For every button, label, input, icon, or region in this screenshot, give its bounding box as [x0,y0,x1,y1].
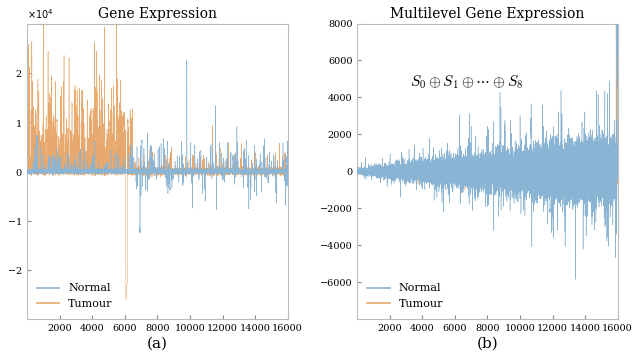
Normal [237,170,244,174]
Tumour [24,168,31,173]
Normal [604,216,611,220]
Normal [614,169,621,174]
Tumour [89,111,97,115]
Normal [183,59,191,63]
Tumour [49,170,57,174]
Normal [49,155,57,159]
Tumour [561,167,568,171]
X-axis label: (b): (b) [477,337,499,351]
Normal [284,171,291,175]
Tumour [237,167,244,171]
Title: Multilevel Gene Expression: Multilevel Gene Expression [390,7,585,21]
Tumour [255,169,262,174]
Normal [255,168,262,172]
Text: $S_0 \oplus S_1 \oplus \cdots \oplus S_8$: $S_0 \oplus S_1 \oplus \cdots \oplus S_8… [410,74,524,91]
Legend: Normal, Tumour: Normal, Tumour [363,279,447,314]
Title: Gene Expression: Gene Expression [98,7,217,21]
Normal [136,231,143,235]
Tumour [284,168,291,173]
Tumour [231,170,239,174]
Line: Tumour: Tumour [357,18,618,205]
Tumour [419,170,427,174]
Normal [572,277,579,281]
Tumour [122,297,130,301]
Tumour [614,178,621,183]
Normal [561,204,568,208]
Tumour [613,16,621,20]
Line: Normal: Normal [28,61,287,233]
Normal [273,168,281,172]
X-axis label: (a): (a) [147,337,168,351]
Tumour [353,169,361,174]
Normal [613,12,621,16]
Normal [89,169,97,174]
Normal [24,169,31,173]
Tumour [559,203,566,207]
Normal [585,151,593,156]
Tumour [604,180,611,184]
Normal [231,168,239,172]
Normal [567,186,575,190]
Normal [380,170,387,174]
Line: Normal: Normal [357,14,618,279]
Normal [419,159,427,163]
Tumour [380,169,387,173]
Tumour [273,170,281,175]
Tumour [585,169,593,173]
Legend: Normal, Tumour: Normal, Tumour [33,279,117,314]
Line: Tumour: Tumour [28,0,287,299]
Normal [353,170,361,175]
Tumour [567,179,575,184]
